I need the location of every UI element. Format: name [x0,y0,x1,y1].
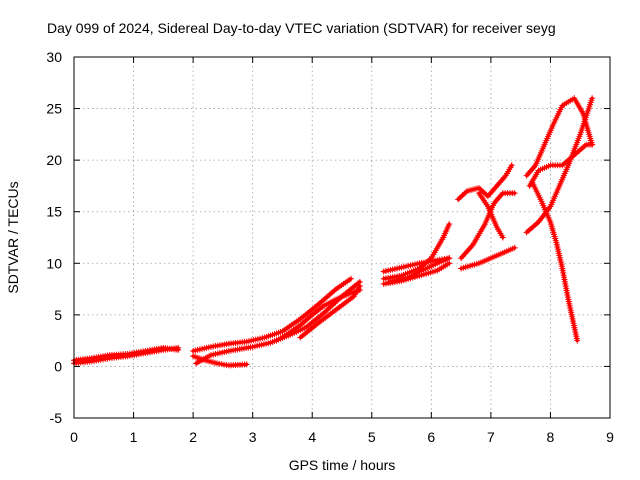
x-tick-label: 5 [368,429,376,445]
axes: 0 1 2 3 4 5 6 7 8 9 -5 0 5 10 15 20 25 30 [46,49,614,445]
series-arc-19 [529,179,581,344]
series-trace [194,280,362,365]
x-tick-label: 2 [189,429,197,445]
x-axis-label: GPS time / hours [289,457,396,473]
series-arc-15 [475,190,506,241]
data-point [455,196,462,203]
data-point [446,255,453,262]
x-tick-label: 4 [308,429,316,445]
data-point [574,337,581,344]
y-tick-label: 20 [46,152,62,168]
data-point [480,189,487,196]
y-tick-label: 15 [46,204,62,220]
data-point [481,190,488,197]
x-tick-label: 6 [427,429,435,445]
y-tick-label: 0 [54,358,62,374]
x-tick-label: 3 [249,429,257,445]
data-point [459,192,466,199]
x-tick-label: 8 [547,429,555,445]
data-point [461,190,468,197]
y-tick-label: -5 [50,410,63,426]
series-arc-11 [386,255,453,285]
series-arc-18 [526,141,596,189]
data-point [508,162,515,169]
data-series [71,95,596,369]
y-tick-label: 5 [54,307,62,323]
y-tick-label: 30 [46,49,62,65]
series-arc-3 [190,275,354,354]
series-arc-7 [297,282,363,341]
series-arc-14 [458,244,518,272]
data-point [243,361,250,368]
y-axis-label: SDTVAR / TECUs [5,181,21,293]
x-tick-label: 9 [606,429,614,445]
y-tick-label: 25 [46,101,62,117]
data-point [475,184,482,191]
x-tick-label: 7 [487,429,495,445]
series-arc-5 [193,278,363,367]
data-point [462,189,469,196]
series-arc-10 [380,221,453,282]
data-point [477,186,484,193]
x-tick-label: 1 [130,429,138,445]
data-point [356,282,363,289]
y-tick-label: 10 [46,255,62,271]
data-point [511,244,518,251]
data-point [446,221,453,228]
plot-frame [73,56,611,419]
data-point [589,95,596,102]
x-tick-label: 0 [70,429,78,445]
data-point [589,141,596,148]
series-arc-2 [71,344,182,364]
series-arc-6 [273,287,363,344]
data-point [499,234,506,241]
data-point [347,275,354,282]
data-point [175,346,182,353]
data-point [456,194,463,201]
series-arc-12 [455,162,515,203]
chart-title: Day 099 of 2024, Sidereal Day-to-day VTE… [47,20,556,36]
data-point [446,260,453,267]
data-point [458,193,465,200]
data-point [511,190,518,197]
grid [74,57,610,418]
